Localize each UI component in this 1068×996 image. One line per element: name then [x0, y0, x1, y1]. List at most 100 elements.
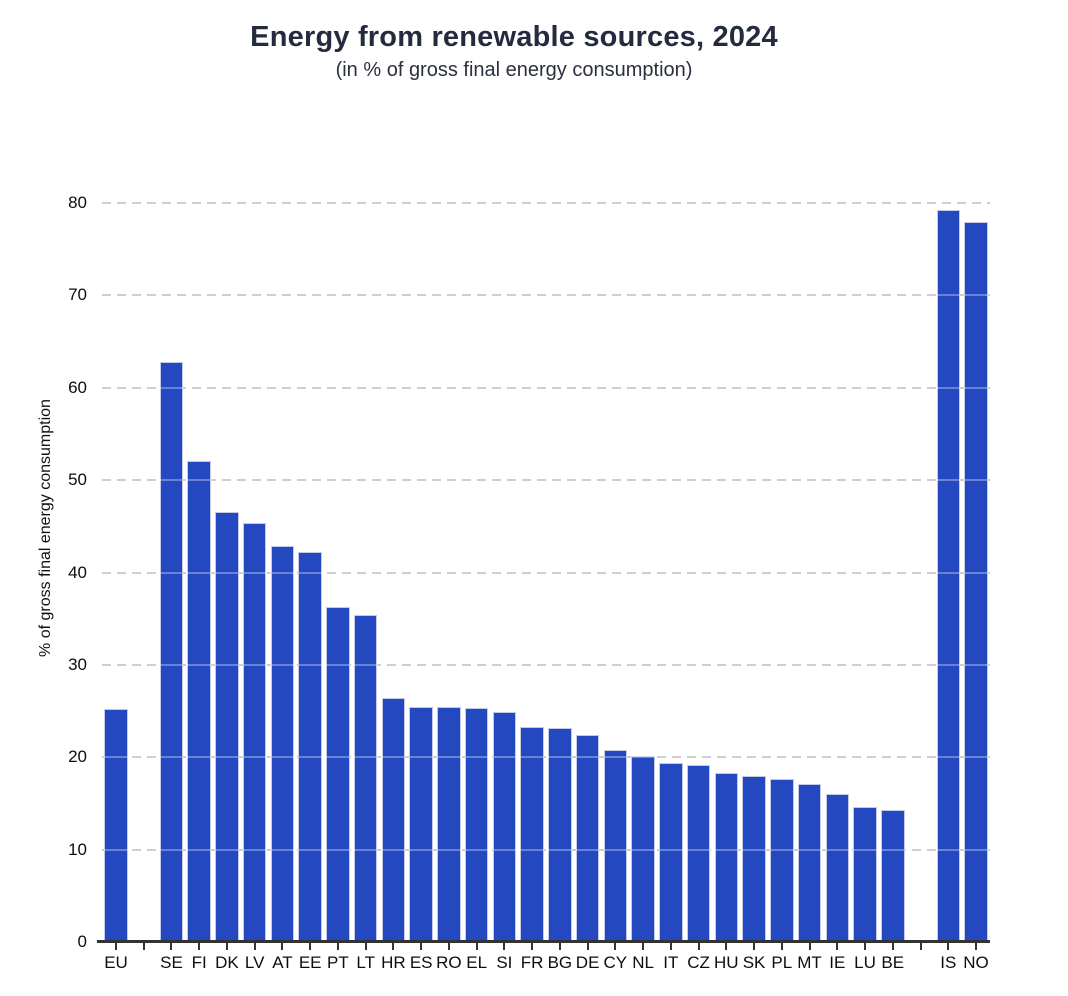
- y-tick-label-50: 50: [68, 470, 87, 490]
- x-tick: [225, 942, 228, 950]
- x-label-BE: BE: [881, 953, 905, 972]
- bar-IT: [659, 762, 683, 942]
- bar-FI: [187, 460, 211, 942]
- x-label-IS: IS: [940, 953, 957, 972]
- bar-NO: [964, 222, 988, 942]
- x-label-EE: EE: [298, 953, 322, 972]
- x-tick: [614, 942, 617, 950]
- x-tick: [336, 942, 339, 950]
- x-label-SE: SE: [160, 953, 183, 972]
- x-label-FI: FI: [191, 953, 207, 972]
- x-tick: [115, 942, 117, 950]
- x-tick: [253, 942, 256, 950]
- gridline-80: [102, 202, 990, 204]
- bar-CY: [603, 749, 628, 942]
- x-tick: [475, 942, 478, 950]
- x-label-CY: CY: [603, 953, 628, 972]
- plot-area: 0 10 20 30 40 50 60 70 80 EU SE FI DK LV AT EE PT LT HR ES R…: [68, 190, 990, 972]
- x-tick: [669, 942, 672, 950]
- x-label-HR: HR: [381, 953, 406, 972]
- x-tick: [170, 942, 173, 950]
- x-label-HU: HU: [714, 953, 739, 972]
- bar-LU: [853, 807, 877, 942]
- bar-ES: [409, 707, 433, 942]
- bar-NL: [631, 756, 655, 942]
- chart-subtitle: (in % of gross final energy consumption): [335, 59, 693, 81]
- x-tick: [586, 942, 589, 950]
- y-axis-title: % of gross final energy consumption: [37, 399, 54, 657]
- gridline-40: [102, 571, 990, 574]
- x-label-NL: NL: [632, 953, 654, 972]
- x-tick: [891, 942, 894, 950]
- x-tick: [392, 942, 395, 950]
- bar-CZ: [686, 764, 711, 942]
- chart-title: Energy from renewable sources, 2024: [250, 21, 778, 53]
- x-tick: [309, 942, 312, 950]
- gridline-overlay-20: [97, 756, 990, 759]
- gridline-50: [102, 479, 990, 482]
- bar-BE: [881, 809, 905, 942]
- x-label-BG: BG: [547, 953, 573, 972]
- x-tick: [642, 942, 645, 950]
- bar-DK: [215, 512, 239, 942]
- x-label-PL: PL: [771, 953, 793, 972]
- bar-AT: [270, 545, 295, 942]
- bar-HR: [381, 698, 406, 942]
- x-label-SK: SK: [742, 953, 766, 972]
- x-label-LT: LT: [356, 953, 375, 972]
- x-tick: [281, 942, 284, 950]
- bar-LV: [242, 522, 267, 942]
- y-tick-label-40: 40: [68, 562, 87, 582]
- x-label-LV: LV: [244, 953, 265, 972]
- x-tick: [808, 942, 811, 950]
- x-tick: [198, 942, 201, 950]
- bar-LT: [353, 614, 378, 942]
- x-tick: [558, 942, 561, 950]
- bar-BG: [548, 727, 572, 942]
- x-tick: [780, 942, 783, 950]
- y-tick-label-80: 80: [68, 193, 87, 212]
- x-label-IE: IE: [829, 953, 846, 972]
- x-tick: [947, 942, 950, 950]
- x-label-AT: AT: [272, 953, 293, 972]
- x-label-DE: DE: [575, 953, 600, 972]
- x-tick: [836, 942, 839, 950]
- x-label-MT: MT: [797, 953, 822, 972]
- bar-DE: [575, 735, 600, 942]
- gridline-20: [102, 756, 990, 759]
- x-label-EL: EL: [466, 953, 488, 972]
- x-label-RO: RO: [436, 953, 462, 972]
- x-tick: [975, 942, 977, 950]
- x-label-ES: ES: [409, 953, 433, 972]
- bar-PT: [326, 606, 350, 942]
- x-tick: [447, 942, 450, 950]
- gridline-70: [102, 294, 990, 297]
- y-tick-label-30: 30: [68, 654, 87, 674]
- gridline-overlay-10: [97, 848, 990, 851]
- x-label-IT: IT: [663, 953, 679, 972]
- bar-PL: [770, 779, 794, 942]
- bar-EL: [464, 708, 489, 942]
- y-tick-label-70: 70: [68, 285, 87, 305]
- gridline-10: [102, 848, 990, 851]
- x-label-FR: FR: [520, 953, 544, 972]
- x-tick: [420, 942, 423, 950]
- bar-SE: [159, 361, 184, 942]
- gridline-60: [102, 386, 990, 389]
- gridline-overlay-40: [97, 571, 990, 574]
- gridline-30: [102, 663, 990, 666]
- x-tick: [864, 942, 867, 950]
- gridline-overlay-70: [97, 294, 990, 297]
- x-label-NO: NO: [963, 953, 989, 972]
- x-label-LU: LU: [854, 953, 876, 972]
- x-tick: [531, 942, 534, 950]
- y-tick-label-20: 20: [68, 747, 87, 767]
- x-tick: [142, 942, 145, 950]
- bar-RO: [437, 707, 461, 942]
- x-axis-line: [97, 940, 990, 943]
- x-tick: [753, 942, 756, 950]
- bar-EE: [298, 552, 322, 942]
- y-tick-label-60: 60: [68, 377, 87, 397]
- y-tick-label-0: 0: [77, 932, 87, 951]
